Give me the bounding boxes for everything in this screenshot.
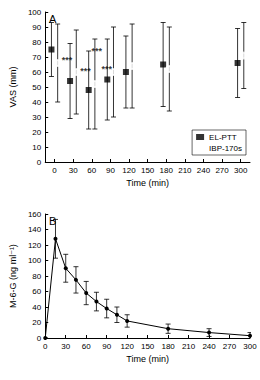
- svg-text:150: 150: [141, 342, 155, 351]
- svg-text:Time (min): Time (min): [126, 178, 169, 188]
- svg-text:0: 0: [37, 334, 42, 343]
- svg-text:B: B: [49, 215, 56, 227]
- svg-text:IBP-170s: IBP-170s: [209, 144, 242, 153]
- svg-text:0: 0: [37, 158, 42, 167]
- svg-text:50: 50: [32, 83, 41, 92]
- svg-text:240: 240: [202, 342, 216, 351]
- svg-text:EL-PTT: EL-PTT: [209, 133, 237, 142]
- svg-text:300: 300: [243, 342, 257, 351]
- svg-text:80: 80: [32, 38, 41, 47]
- svg-text:Time (min): Time (min): [126, 354, 169, 364]
- svg-text:240: 240: [197, 166, 211, 175]
- svg-text:40: 40: [32, 98, 41, 107]
- svg-text:20: 20: [32, 128, 41, 137]
- svg-text:120: 120: [122, 166, 136, 175]
- svg-text:30: 30: [32, 113, 41, 122]
- svg-text:160: 160: [28, 210, 42, 219]
- svg-text:0: 0: [43, 342, 48, 351]
- svg-text:30: 30: [69, 166, 78, 175]
- svg-text:***: ***: [80, 66, 91, 76]
- svg-text:90: 90: [106, 166, 115, 175]
- svg-text:60: 60: [32, 287, 41, 296]
- svg-text:M-6-G (ng ml⁻¹): M-6-G (ng ml⁻¹): [8, 244, 18, 308]
- svg-text:VAS (mm): VAS (mm): [8, 67, 18, 108]
- svg-text:0: 0: [52, 166, 57, 175]
- svg-text:90: 90: [102, 342, 111, 351]
- svg-text:120: 120: [120, 342, 134, 351]
- svg-text:***: ***: [101, 64, 112, 74]
- svg-text:210: 210: [182, 342, 196, 351]
- svg-text:60: 60: [32, 68, 41, 77]
- svg-text:60: 60: [82, 342, 91, 351]
- svg-text:140: 140: [28, 225, 42, 234]
- svg-text:100: 100: [28, 8, 42, 17]
- svg-text:180: 180: [161, 342, 175, 351]
- svg-text:A: A: [49, 13, 57, 25]
- svg-text:40: 40: [32, 303, 41, 312]
- svg-text:20: 20: [32, 318, 41, 327]
- svg-text:100: 100: [28, 256, 42, 265]
- svg-text:270: 270: [223, 342, 237, 351]
- svg-text:30: 30: [61, 342, 70, 351]
- svg-text:120: 120: [28, 241, 42, 250]
- svg-text:***: ***: [62, 55, 73, 65]
- svg-text:70: 70: [32, 53, 41, 62]
- svg-text:270: 270: [215, 166, 229, 175]
- svg-text:180: 180: [160, 166, 174, 175]
- svg-text:***: ***: [91, 46, 102, 56]
- svg-text:210: 210: [178, 166, 192, 175]
- svg-text:60: 60: [87, 166, 96, 175]
- svg-text:80: 80: [32, 272, 41, 281]
- svg-text:300: 300: [234, 166, 248, 175]
- svg-text:10: 10: [32, 143, 41, 152]
- svg-text:90: 90: [32, 23, 41, 32]
- svg-text:150: 150: [141, 166, 155, 175]
